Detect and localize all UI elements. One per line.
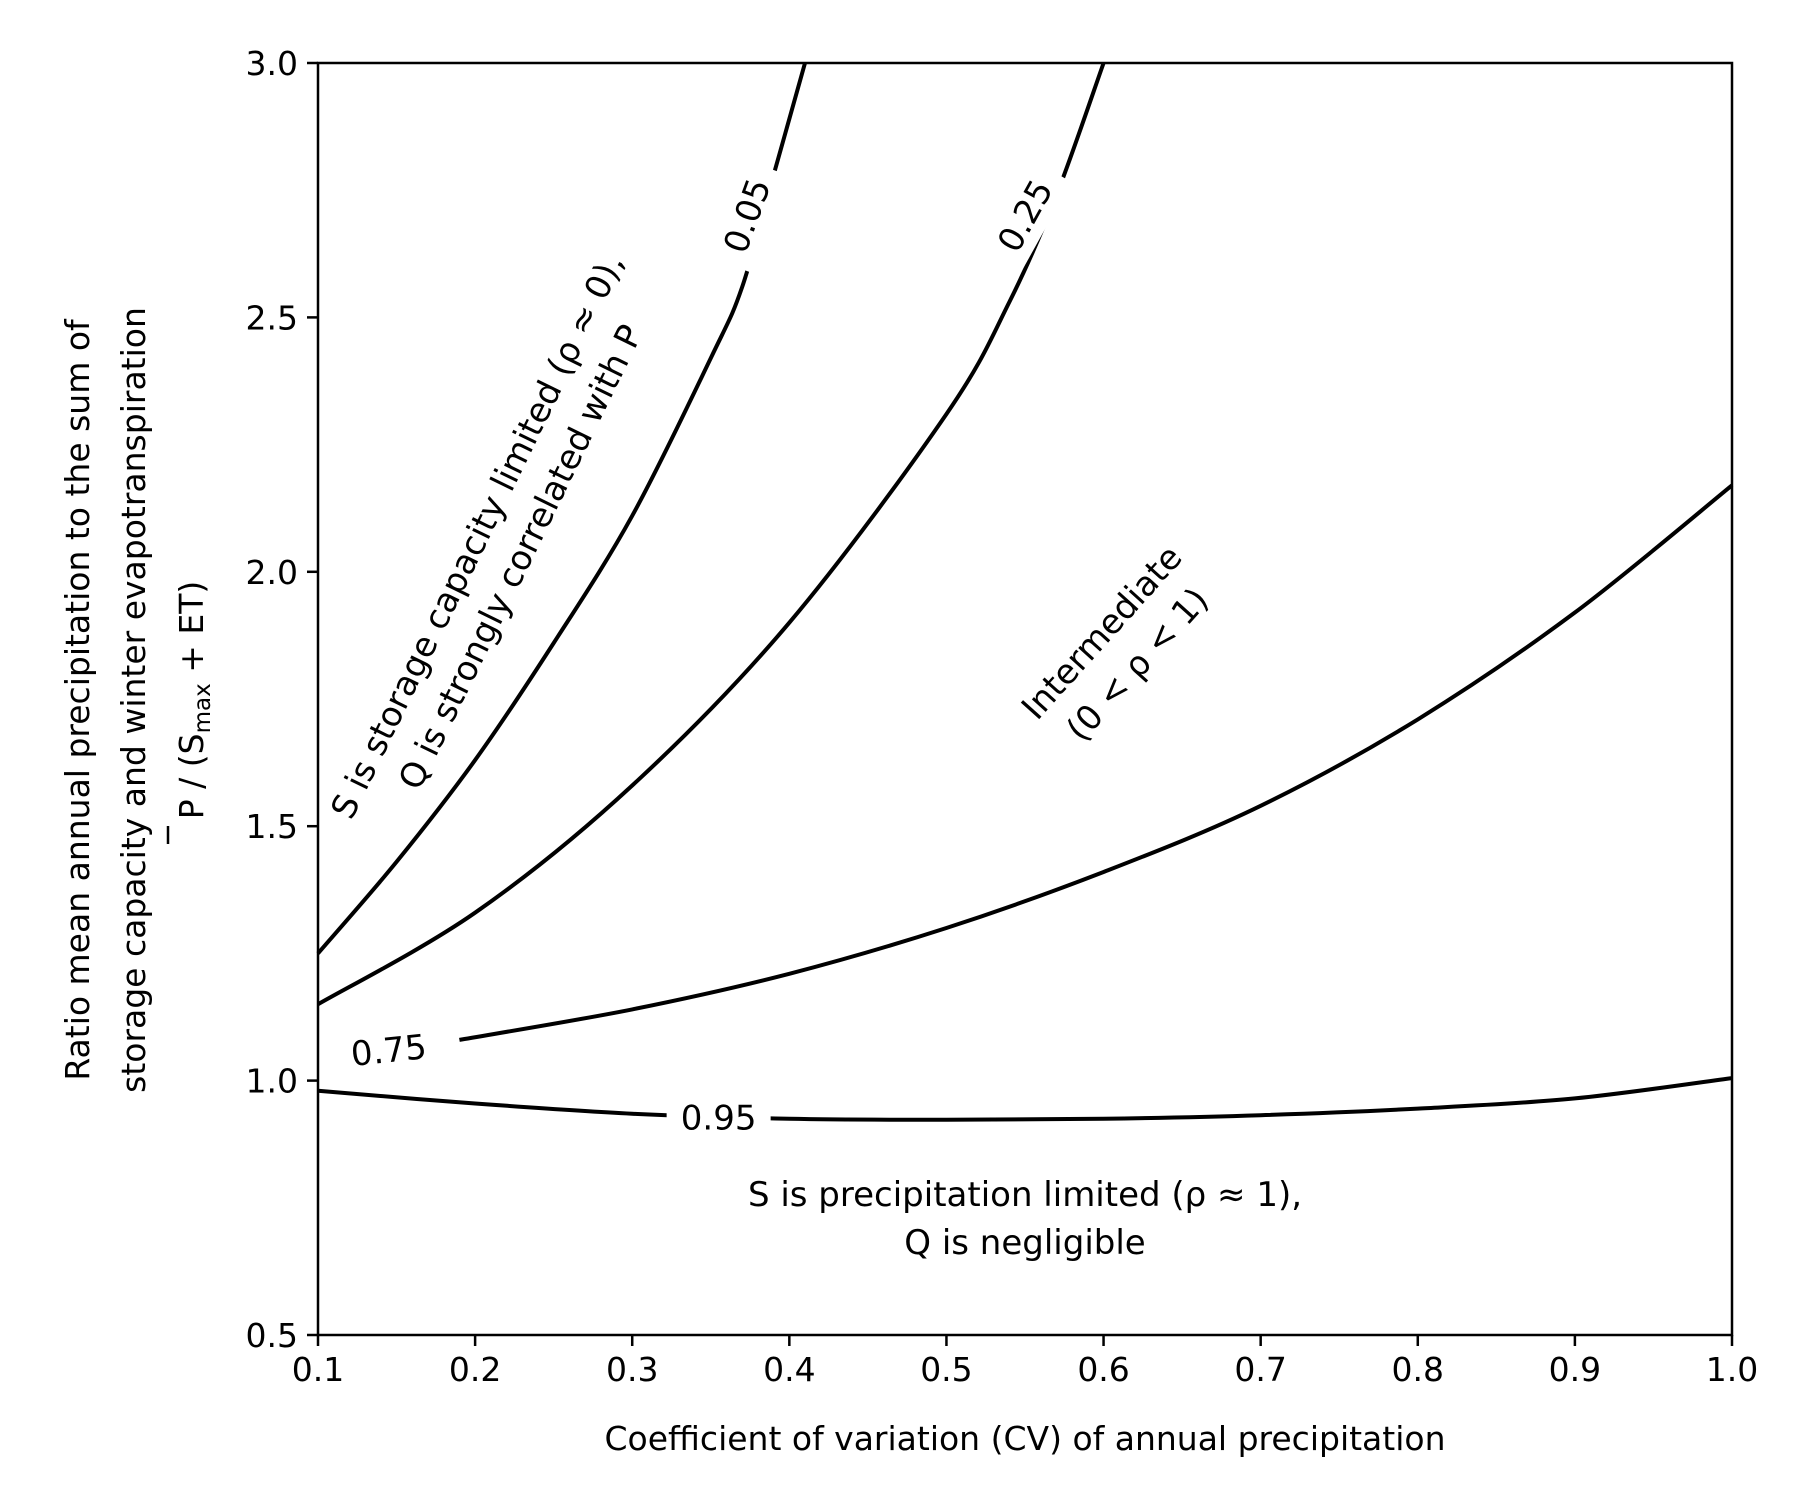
contour-label-0.95: 0.95 — [681, 1099, 757, 1139]
x-axis-ticks: 0.1 0.2 0.3 0.4 0.5 0.6 0.7 0.8 0.9 1.0 — [292, 1335, 1758, 1389]
y-axis-label-line2: storage capacity and winter evapotranspi… — [114, 307, 153, 1093]
y-tick-label: 2.0 — [246, 553, 298, 592]
region-annotation: S is precipitation limited (ρ ≈ 1), Q is … — [748, 1175, 1302, 1263]
y-tick-label: 2.5 — [246, 298, 298, 337]
y-axis-label-line1: Ratio mean annual precipitation to the s… — [58, 318, 97, 1081]
annotation-line: Q is strongly correlated with P — [391, 319, 651, 796]
region-annotation: S is storage capacity limited (ρ ≈ 0),Q … — [323, 247, 675, 846]
annotation-line: S is precipitation limited (ρ ≈ 1), — [748, 1175, 1302, 1215]
x-axis-label: Coefficient of variation (CV) of annual … — [604, 1419, 1445, 1458]
contour-line-0.05 — [316, 62, 807, 955]
y-axis-label: Ratio mean annual precipitation to the s… — [58, 307, 216, 1093]
x-tick-label: 0.3 — [606, 1350, 658, 1389]
x-tick-label: 0.6 — [1077, 1350, 1129, 1389]
region-annotation: Intermediate(0 < ρ < 1) — [1014, 538, 1226, 760]
x-tick-label: 1.0 — [1706, 1350, 1758, 1389]
x-tick-label: 0.9 — [1549, 1350, 1601, 1389]
annotation-line: S is storage capacity limited (ρ ≈ 0), — [323, 247, 632, 825]
y-axis-label-line3: P / (Smax + ET) — [172, 581, 216, 819]
x-tick-label: 0.8 — [1392, 1350, 1444, 1389]
contour-line-0.25 — [316, 62, 1106, 1007]
contour-label-0.75: 0.75 — [349, 1027, 428, 1075]
y-axis-label-line3-prefix: P / (S — [172, 733, 211, 819]
y-tick-label: 1.5 — [246, 807, 298, 846]
x-tick-label: 0.5 — [920, 1350, 972, 1389]
y-axis-ticks: 0.5 1.0 1.5 2.0 2.5 3.0 — [246, 44, 318, 1355]
contour-line-0.95 — [317, 1076, 1733, 1122]
y-tick-label: 1.0 — [246, 1062, 298, 1101]
contour-lines — [316, 62, 1734, 1122]
annotations: S is storage capacity limited (ρ ≈ 0),Q … — [323, 247, 1302, 1263]
annotation-line: Q is negligible — [904, 1223, 1145, 1263]
y-tick-label: 3.0 — [246, 44, 298, 83]
contour-label-0.05: 0.05 — [716, 174, 779, 259]
contour-label-0.25: 0.25 — [990, 173, 1062, 259]
x-tick-label: 0.2 — [449, 1350, 501, 1389]
plot-frame — [316, 61, 1734, 1337]
y-axis-label-line3-sub: max — [190, 683, 216, 733]
contour-line-0.75 — [459, 483, 1734, 1042]
x-tick-label: 0.7 — [1234, 1350, 1286, 1389]
x-tick-label: 0.4 — [763, 1350, 815, 1389]
y-axis-label-line3-suffix: + ET) — [172, 581, 211, 684]
y-tick-label: 0.5 — [246, 1316, 298, 1355]
x-tick-label: 0.1 — [292, 1350, 344, 1389]
